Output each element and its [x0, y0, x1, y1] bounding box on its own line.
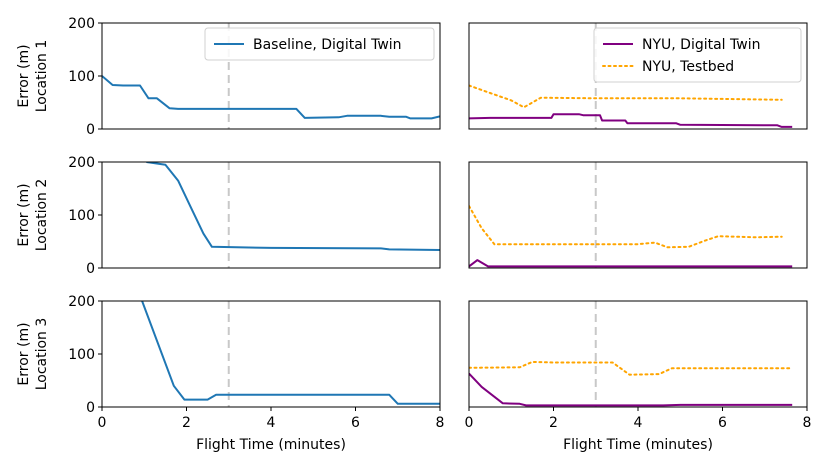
panel-r2-c1: [468, 300, 808, 411]
legend-entry: NYU, Digital Twin: [642, 37, 760, 53]
y-tick-label: 0: [86, 122, 95, 138]
x-axis-label: Flight Time (minutes): [563, 437, 713, 453]
panel-r1-c0: [98, 161, 441, 269]
y-tick-label: 100: [68, 69, 95, 85]
panel-r2-c0: [98, 300, 441, 411]
series-nyu-digital-twin: [469, 259, 793, 268]
legend-entry: Baseline, Digital Twin: [253, 37, 402, 53]
axes-frame: [101, 161, 441, 269]
series-nyu-testbed: [469, 360, 794, 376]
series-nyu-digital-twin: [469, 372, 793, 407]
panel-r0-c1: [468, 22, 808, 130]
series-baseline-digital-twin: [146, 162, 440, 251]
y-axis-label: Location 1: [34, 40, 50, 113]
x-axis-label: Flight Time (minutes): [196, 437, 346, 453]
y-tick-label: 200: [68, 294, 95, 310]
x-tick-label: 2: [549, 415, 558, 431]
x-tick-label: 4: [267, 415, 276, 431]
y-axis-label: Location 3: [34, 318, 50, 391]
x-tick-label: 0: [465, 415, 474, 431]
axes-frame: [468, 161, 808, 269]
panel-r0-c0: [98, 22, 441, 130]
x-tick-label: 2: [182, 415, 191, 431]
axes-frame: [101, 300, 441, 408]
y-axis-label: Error (m): [16, 44, 32, 107]
x-tick-label: 8: [803, 415, 812, 431]
y-axis-label: Location 2: [34, 179, 50, 252]
y-tick-label: 200: [68, 155, 95, 171]
y-axis-label: Error (m): [16, 322, 32, 385]
series-nyu-digital-twin: [469, 113, 793, 128]
axes-frame: [468, 300, 808, 408]
axes-frame: [468, 22, 808, 130]
y-tick-label: 100: [68, 208, 95, 224]
y-tick-label: 0: [86, 400, 95, 416]
legend-box: [593, 27, 802, 83]
series-nyu-testbed: [469, 84, 783, 109]
y-tick-label: 100: [68, 347, 95, 363]
y-axis-label: Error (m): [16, 183, 32, 246]
y-tick-label: 200: [68, 16, 95, 32]
panel-r1-c1: [468, 161, 808, 269]
x-tick-label: 4: [634, 415, 643, 431]
x-tick-label: 6: [351, 415, 360, 431]
series-baseline-digital-twin: [141, 301, 440, 405]
x-tick-label: 0: [98, 415, 107, 431]
y-tick-label: 0: [86, 261, 95, 277]
legend-entry: NYU, Testbed: [642, 59, 734, 75]
x-tick-label: 8: [436, 415, 445, 431]
x-tick-label: 6: [718, 415, 727, 431]
legend-box: [204, 27, 435, 61]
series-nyu-testbed: [469, 205, 783, 249]
series-baseline-digital-twin: [102, 75, 440, 120]
